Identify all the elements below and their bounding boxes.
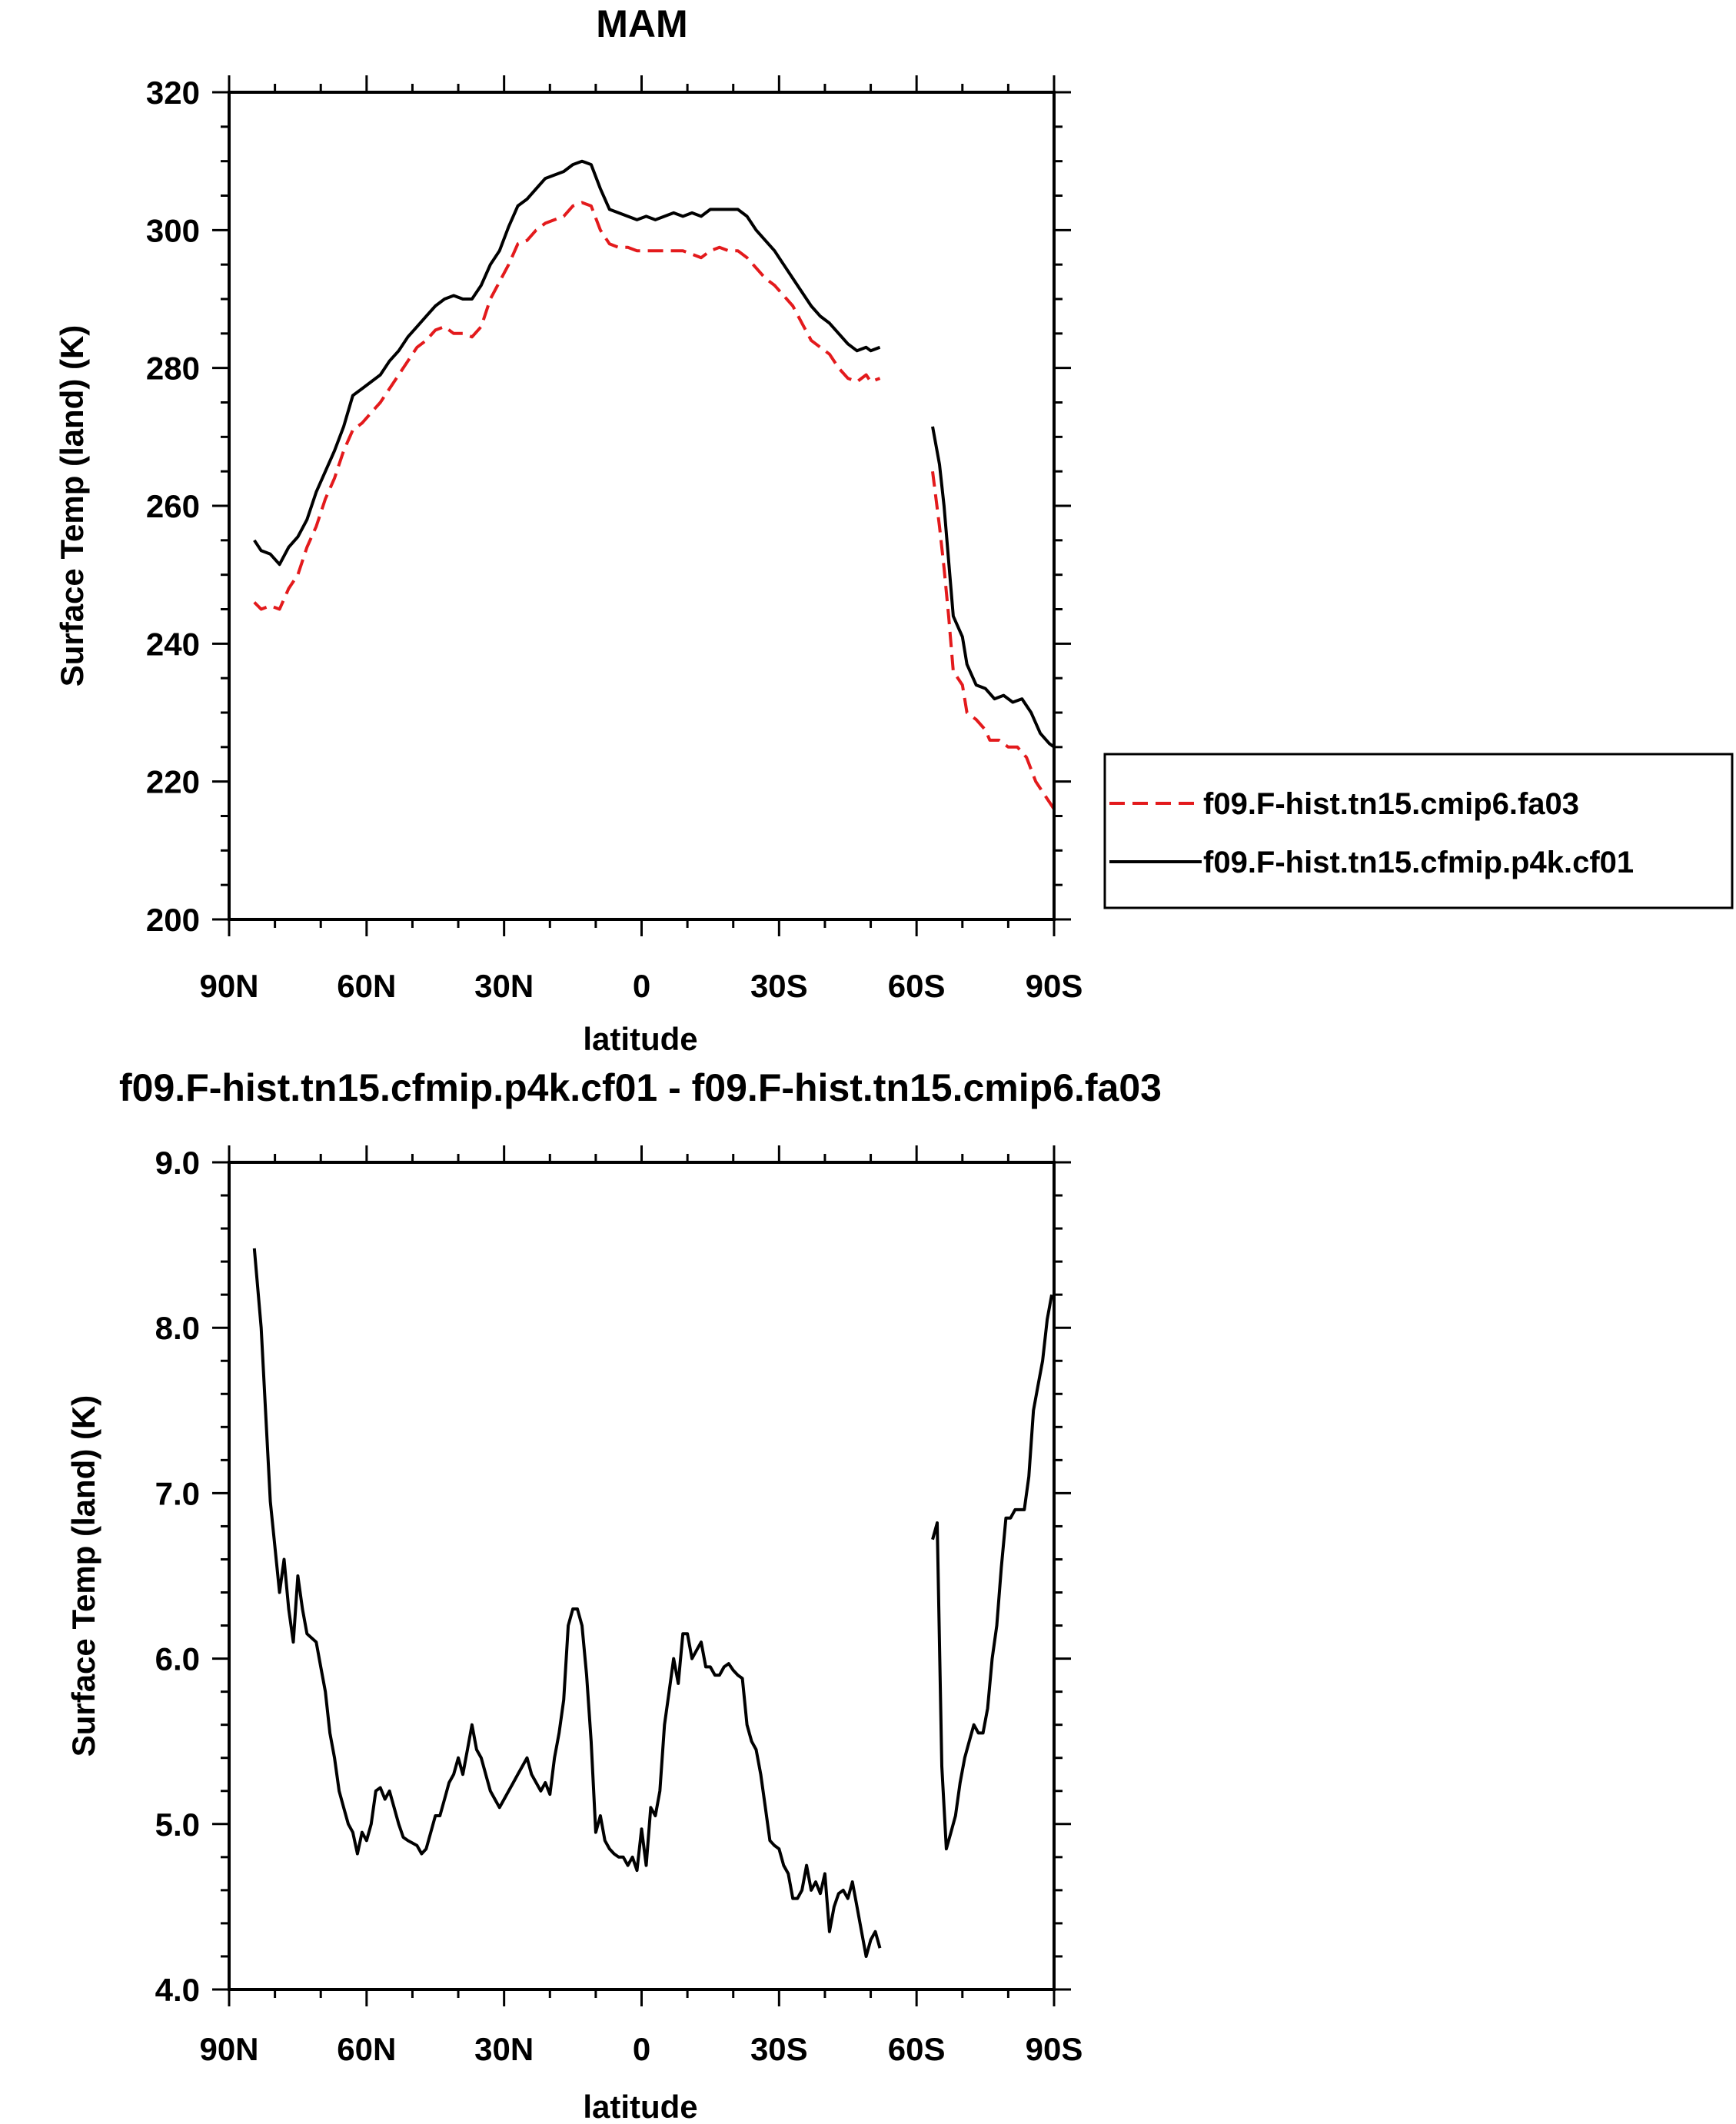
bottom-chart-ticks [212,1145,1071,2006]
legend-label-cmip6: f09.F-hist.tn15.cmip6.fa03 [1203,787,1579,821]
top-chart-series [253,159,1056,810]
series-line-difference [931,1294,1053,1851]
y-tick-label: 4.0 [155,1972,200,2008]
series-line-p4k [931,426,1056,749]
top-panel: MAM 90N 60N 30N 0 30S 60S 90S 200 220 240 260 280 3… [54,2,1083,1057]
x-tick-label: 30S [750,2031,808,2067]
x-tick-label: 90S [1026,2031,1083,2067]
x-tick-label: 60N [337,968,396,1004]
y-tick-label: 260 [146,488,200,524]
bottom-y-axis-label: Surface Temp (land) (K) [65,1395,101,1757]
bottom-panel: f09.F-hist.tn15.cfmip.p4k.cf01 - f09.F-h… [65,1066,1162,2124]
top-x-axis-label: latitude [583,1021,697,1057]
y-tick-label: 7.0 [155,1475,200,1511]
legend-box [1103,753,1734,909]
y-tick-label: 200 [146,902,200,938]
top-chart-ticks [212,75,1071,936]
series-line-difference [252,1248,882,1958]
x-tick-label: 0 [633,968,650,1004]
bottom-x-tick-labels: 90N 60N 30N 0 30S 60S 90S [199,2031,1083,2067]
y-tick-label: 6.0 [155,1641,200,1677]
bottom-chart-title: f09.F-hist.tn15.cfmip.p4k.cf01 - f09.F-h… [119,1066,1162,1109]
bottom-x-axis-label: latitude [583,2089,697,2124]
top-y-tick-labels: 200 220 240 260 280 300 320 [146,75,200,938]
top-plot-frame [228,91,1056,921]
y-tick-label: 9.0 [155,1145,200,1181]
x-tick-label: 90N [199,968,258,1004]
x-tick-label: 90N [199,2031,258,2067]
series-line-cmip6 [931,470,1056,810]
series-line-p4k [253,159,881,567]
y-tick-label: 8.0 [155,1310,200,1346]
y-tick-label: 280 [146,351,200,387]
x-tick-label: 0 [633,2031,650,2067]
y-tick-label: 240 [146,626,200,662]
x-tick-label: 30N [474,2031,534,2067]
top-x-tick-labels: 90N 60N 30N 0 30S 60S 90S [199,968,1083,1004]
y-tick-label: 320 [146,75,200,111]
y-tick-label: 300 [146,212,200,248]
x-tick-label: 30N [474,968,534,1004]
y-tick-label: 220 [146,764,200,800]
x-tick-label: 60S [888,968,946,1004]
x-tick-label: 90S [1026,968,1083,1004]
top-y-axis-label: Surface Temp (land) (K) [54,325,90,687]
y-tick-label: 5.0 [155,1807,200,1843]
series-line-cmip6 [253,201,881,611]
bottom-chart-series [252,1248,1053,1958]
bottom-y-tick-labels: 4.0 5.0 6.0 7.0 8.0 9.0 [155,1145,200,2008]
x-tick-label: 60S [888,2031,946,2067]
legend: f09.F-hist.tn15.cmip6.fa03 f09.F-hist.tn… [1103,753,1734,909]
top-chart-title: MAM [596,2,687,45]
bottom-plot-frame [228,1161,1056,1991]
x-tick-label: 30S [750,968,808,1004]
x-tick-label: 60N [337,2031,396,2067]
legend-label-p4k: f09.F-hist.tn15.cfmip.p4k.cf01 [1203,846,1634,879]
